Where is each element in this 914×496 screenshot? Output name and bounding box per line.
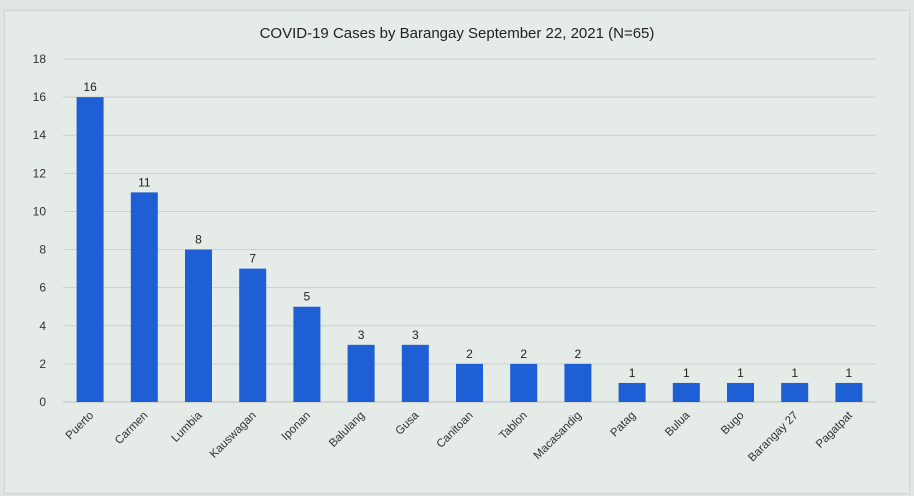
y-tick-label: 16: [33, 90, 47, 104]
bar-macasandig: [564, 363, 592, 402]
y-tick-label: 2: [39, 357, 46, 371]
y-tick-label: 14: [33, 128, 47, 142]
bar-patag: [618, 382, 646, 402]
y-tick-label: 18: [33, 52, 47, 66]
y-tick-label: 6: [39, 281, 46, 295]
x-tick-label: Carmen: [113, 410, 150, 447]
x-tick-label: Gusa: [393, 409, 421, 437]
x-tick-label: Balulang: [327, 410, 367, 450]
x-tick-label: Canitoan: [435, 410, 476, 451]
x-tick-label: Bulua: [663, 409, 693, 439]
data-label: 3: [412, 328, 419, 342]
x-tick-label: Iponan: [280, 410, 313, 443]
x-tick-label: Kauswagan: [208, 410, 259, 461]
bar-tablon: [510, 363, 538, 402]
data-label: 2: [520, 347, 527, 361]
y-tick-label: 0: [39, 395, 46, 409]
data-label: 1: [683, 366, 690, 380]
data-label: 1: [791, 366, 798, 380]
x-tick-label: Tablon: [497, 410, 529, 442]
bar-kauswagan: [239, 268, 267, 402]
data-label: 2: [466, 347, 473, 361]
y-tick-label: 4: [39, 319, 46, 333]
bars: [76, 97, 863, 402]
bar-pagatpat: [835, 382, 863, 402]
data-label: 16: [83, 80, 97, 94]
data-label: 7: [249, 252, 256, 266]
x-tick-label: Puerto: [64, 410, 96, 442]
bar-bulua: [672, 382, 700, 402]
x-tick-label: Pagatpat: [814, 409, 856, 451]
chart-title: COVID-19 Cases by Barangay September 22,…: [260, 25, 655, 42]
data-label: 1: [629, 366, 636, 380]
data-label: 1: [737, 366, 744, 380]
bar-lumbia: [185, 249, 212, 402]
x-tick-label: Macasandig: [532, 410, 584, 462]
bar-barangay-27: [781, 382, 809, 402]
data-label: 5: [304, 290, 311, 304]
x-tick-label: Patag: [608, 410, 638, 440]
bar-bugo: [727, 382, 754, 402]
x-tick-label: Barangay 27: [746, 410, 801, 465]
data-label: 11: [138, 175, 151, 189]
bar-gusa: [401, 344, 429, 402]
y-axis: 0 2 4 6 8 10 12 14 16 18: [33, 52, 47, 409]
bar-canitoan: [456, 363, 483, 402]
bar-puerto: [76, 97, 104, 402]
bar-balulang: [347, 344, 375, 402]
data-label: 1: [846, 366, 853, 380]
y-tick-label: 12: [33, 166, 47, 180]
bar-carmen: [130, 192, 158, 402]
y-tick-label: 8: [39, 243, 46, 257]
data-label: 2: [575, 347, 582, 361]
data-label: 8: [195, 233, 202, 247]
y-tick-label: 10: [33, 204, 47, 218]
x-tick-label: Lumbia: [169, 409, 205, 445]
x-axis: Puerto Carmen Lumbia Kauswagan Iponan Balulan…: [64, 409, 856, 464]
data-label: 3: [358, 328, 365, 342]
bar-iponan: [293, 306, 321, 402]
x-tick-label: Bugo: [719, 410, 746, 437]
